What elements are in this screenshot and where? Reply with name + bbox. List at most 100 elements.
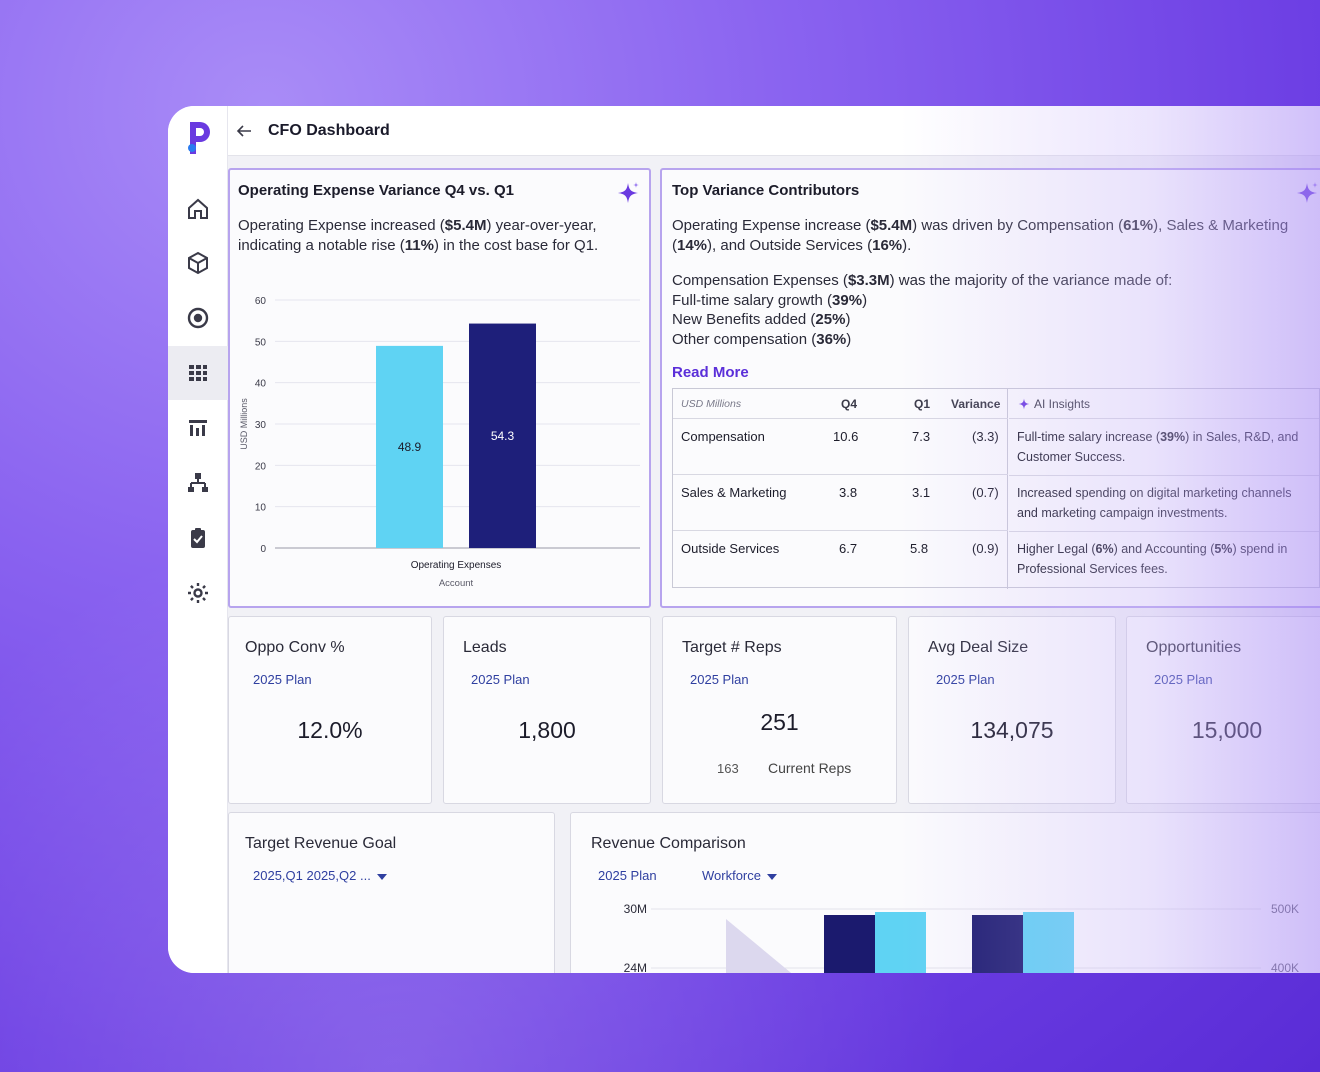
- y-tick-label-right: 400K: [1271, 961, 1299, 973]
- contributors-summary: Operating Expense increase ($5.4M) was d…: [672, 217, 1289, 254]
- kpi-title: Target # Reps: [682, 639, 782, 656]
- y-tick-label: 30: [255, 420, 267, 431]
- kpi-card-leads[interactable]: Leads 2025 Plan 1,800: [443, 616, 651, 804]
- sidebar-item-hierarchy[interactable]: [168, 456, 228, 510]
- table-header-row: USD Millions Q4 Q1 Variance: [673, 389, 1008, 419]
- ai-sparkle-icon[interactable]: [615, 180, 641, 206]
- gear-icon: [188, 583, 208, 603]
- cube-icon: [188, 251, 208, 275]
- revenue-comparison-card: Revenue Comparison 2025 Plan Workforce 3…: [570, 812, 1320, 973]
- kpi-value: 251: [760, 709, 799, 735]
- ai-insights-label: AI Insights: [1034, 397, 1091, 411]
- sidebar-item-home[interactable]: [168, 182, 228, 236]
- table-header-q4: Q4: [841, 397, 858, 411]
- table-header-q1: Q1: [914, 397, 931, 411]
- area-shape: [726, 919, 792, 973]
- sidebar-item-targets[interactable]: [168, 291, 228, 345]
- kpi-value: 1,800: [518, 717, 576, 743]
- sidebar-item-settings[interactable]: [168, 566, 228, 620]
- y-tick-label: 60: [255, 296, 267, 307]
- hierarchy-icon: [188, 473, 208, 492]
- contributors-card: Top Variance Contributors Operating Expe…: [660, 168, 1320, 608]
- kpi-title: Opportunities: [1146, 639, 1242, 656]
- kpi-title: Oppo Conv %: [245, 639, 345, 656]
- card-title: Revenue Comparison: [591, 835, 746, 852]
- row-q1: 7.3: [912, 429, 931, 444]
- y-tick-label-left: 30M: [624, 902, 647, 916]
- variance-card: Operating Expense Variance Q4 vs. Q1 Ope…: [228, 168, 651, 608]
- current-reps-label: Current Reps: [768, 760, 852, 776]
- dashboard-content: Operating Expense Variance Q4 vs. Q1 Ope…: [228, 156, 1320, 973]
- kpi-plan-label: 2025 Plan: [471, 672, 530, 687]
- variance-table-numbers: USD Millions Q4 Q1 Variance Compensation…: [673, 389, 1008, 589]
- table-header-units: USD Millions: [681, 398, 742, 410]
- bar: [824, 915, 875, 973]
- contributors-card-title: Top Variance Contributors: [672, 182, 860, 199]
- target-icon: [187, 307, 209, 329]
- bar: [1023, 912, 1074, 973]
- top-header: CFO Dashboard: [228, 106, 1320, 156]
- sidebar-item-tasks[interactable]: [168, 511, 228, 565]
- y-tick-label: 50: [255, 337, 267, 348]
- sidebar-item-reports[interactable]: [168, 401, 228, 455]
- compensation-breakdown: Compensation Expenses ($3.3M) was the ma…: [672, 272, 1173, 348]
- bar: [972, 915, 1023, 973]
- bar-data-label: 54.3: [491, 429, 515, 443]
- kpi-plan-label: 2025 Plan: [690, 672, 749, 687]
- current-reps-value: 163: [717, 761, 739, 776]
- x-tick-label: Operating Expenses: [411, 560, 502, 571]
- plan-filter[interactable]: 2025 Plan: [598, 868, 657, 883]
- clipboard-check-icon: [191, 528, 205, 548]
- kpi-plan-label: 2025 Plan: [1154, 672, 1213, 687]
- kpi-card-target-reps[interactable]: Target # Reps 2025 Plan 251 163 Current …: [662, 616, 897, 804]
- row-name: Sales & Marketing: [681, 485, 787, 500]
- row-q4: 6.7: [839, 541, 858, 556]
- page-title: CFO Dashboard: [268, 121, 390, 139]
- chevron-down-icon: [767, 873, 777, 880]
- ai-insight-text: Higher Legal (6%) and Accounting (5%) sp…: [1017, 542, 1288, 576]
- variance-table: USD Millions Q4 Q1 Variance Compensation…: [672, 388, 1320, 589]
- y-axis-label: USD Millions: [239, 398, 249, 450]
- row-q1: 5.8: [910, 541, 929, 556]
- x-axis-label: Account: [439, 578, 474, 589]
- sidebar: [168, 106, 228, 973]
- period-filter-dropdown[interactable]: 2025,Q1 2025,Q2 ...: [253, 868, 387, 883]
- app-window: CFO Dashboard Operating Expense Variance…: [168, 106, 1320, 973]
- ai-insights-header: AI Insights: [1009, 389, 1319, 419]
- row-variance: (3.3): [972, 429, 999, 444]
- row-variance: (0.7): [972, 485, 999, 500]
- app-logo-icon[interactable]: [182, 118, 214, 158]
- table-row: Outside Services 6.7 5.8 (0.9): [673, 531, 1008, 587]
- target-revenue-goal-card: Target Revenue Goal 2025,Q1 2025,Q2 ...: [228, 812, 555, 973]
- bar-data-label: 48.9: [398, 440, 422, 454]
- table-row: Sales & Marketing 3.8 3.1 (0.7): [673, 475, 1008, 531]
- grid-icon: [189, 365, 207, 381]
- kpi-plan-label: 2025 Plan: [936, 672, 995, 687]
- kpi-card-opportunities[interactable]: Opportunities 2025 Plan 15,000: [1126, 616, 1320, 804]
- sidebar-item-models[interactable]: [168, 236, 228, 290]
- y-tick-label: 40: [255, 379, 267, 390]
- kpi-plan-label: 2025 Plan: [253, 672, 312, 687]
- variance-card-title: Operating Expense Variance Q4 vs. Q1: [238, 182, 514, 199]
- kpi-value: 15,000: [1191, 717, 1263, 743]
- ai-insight-text: Increased spending on digital marketing …: [1017, 486, 1292, 520]
- chevron-down-icon: [376, 873, 387, 880]
- bar-report-icon: [189, 420, 207, 436]
- bar: [875, 912, 926, 973]
- opex-bar-chart: 0 10 20 30 40 50 60 USD Millions 48.9 54.3 Operati…: [239, 296, 640, 589]
- back-arrow-icon[interactable]: [234, 121, 254, 141]
- y-tick-label: 0: [260, 544, 266, 555]
- row-name: Outside Services: [681, 541, 780, 556]
- sidebar-item-dashboards[interactable]: [168, 346, 228, 400]
- revenue-comparison-chart: 30M 24M 500K 400K: [624, 902, 1299, 973]
- kpi-card-oppo-conv[interactable]: Oppo Conv % 2025 Plan 12.0%: [228, 616, 432, 804]
- read-more-link[interactable]: Read More: [672, 364, 749, 381]
- home-icon: [188, 198, 208, 219]
- workforce-filter-dropdown[interactable]: Workforce: [702, 868, 777, 883]
- ai-sparkle-icon: [1018, 398, 1030, 410]
- table-header-variance: Variance: [951, 397, 1001, 411]
- kpi-card-avg-deal-size[interactable]: Avg Deal Size 2025 Plan 134,075: [908, 616, 1116, 804]
- row-q4: 3.8: [839, 485, 858, 500]
- ai-sparkle-icon[interactable]: [1294, 180, 1320, 206]
- kpi-title: Avg Deal Size: [928, 639, 1029, 656]
